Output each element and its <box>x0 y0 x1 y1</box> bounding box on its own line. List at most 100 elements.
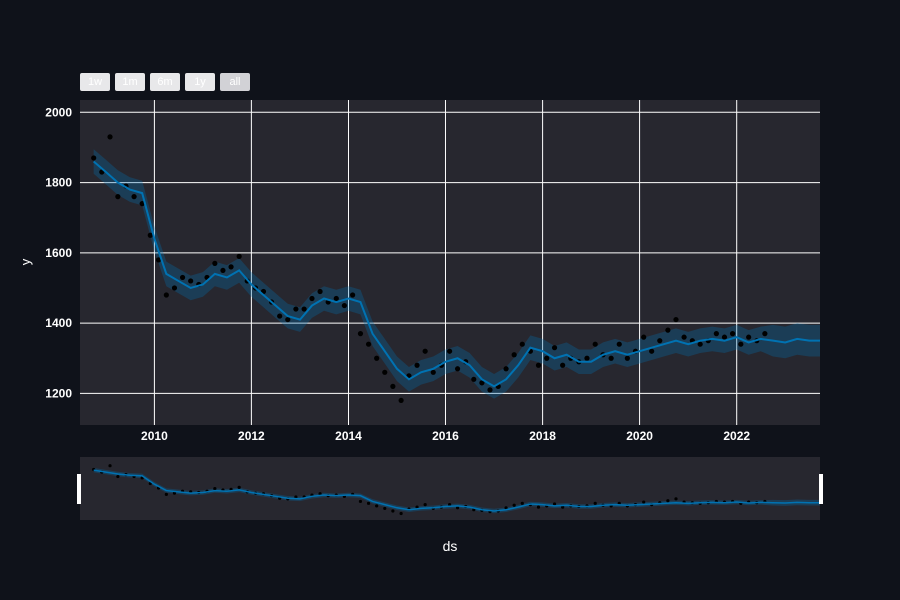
y-tick-labels: 1200 1400 1600 1800 2000 <box>45 105 72 400</box>
observed-point <box>301 306 307 312</box>
observed-point <box>398 397 404 404</box>
slider-point <box>237 485 241 489</box>
slider-point <box>504 506 508 510</box>
slider-point <box>593 501 597 505</box>
observed-point <box>390 383 396 389</box>
observed-point <box>341 302 347 309</box>
observed-point <box>139 201 145 207</box>
y-tick-label: 1800 <box>45 176 72 190</box>
range-button-1w[interactable]: 1w <box>80 73 110 91</box>
slider-point <box>561 505 565 509</box>
slider-point <box>399 511 403 516</box>
slider-point <box>536 505 541 509</box>
observed-point <box>365 341 372 347</box>
observed-point <box>382 369 388 375</box>
observed-point <box>155 257 162 263</box>
observed-point <box>673 316 679 323</box>
range-slider-handle-left[interactable] <box>77 474 81 504</box>
grid-lines <box>80 100 820 425</box>
observed-point <box>616 341 622 347</box>
observed-point <box>665 327 671 333</box>
slider-point <box>294 495 298 499</box>
observed-point <box>414 362 420 368</box>
slider-point <box>116 474 120 479</box>
range-button-1m[interactable]: 1m <box>115 73 145 91</box>
observed-points <box>91 134 768 404</box>
x-tick-label: 2014 <box>335 429 362 443</box>
observed-point <box>519 341 525 347</box>
range-slider[interactable] <box>80 457 820 520</box>
observed-point <box>317 288 323 295</box>
y-axis-title: y <box>18 258 33 265</box>
x-tick-labels: 2010 2012 2014 2016 2018 2020 2022 <box>141 429 750 443</box>
slider-point <box>108 464 112 468</box>
x-tick-label: 2016 <box>432 429 459 443</box>
observed-point <box>511 352 517 358</box>
observed-point <box>171 285 178 291</box>
observed-point <box>309 295 315 302</box>
x-tick-label: 2020 <box>626 429 653 443</box>
observed-point <box>762 331 768 337</box>
range-selector: 1w 1m 6m 1y all <box>80 73 250 91</box>
observed-point <box>479 380 485 386</box>
observed-point <box>220 267 226 274</box>
observed-point <box>350 292 356 298</box>
uncertainty-band-area <box>93 149 820 399</box>
observed-point <box>584 355 590 361</box>
slider-point <box>423 503 427 507</box>
range-slider-line <box>93 469 820 512</box>
observed-point <box>746 334 752 340</box>
observed-point <box>608 355 614 361</box>
slider-point <box>666 499 670 503</box>
range-button-1y[interactable]: 1y <box>185 73 215 91</box>
observed-point <box>551 345 558 351</box>
x-tick-label: 2022 <box>723 429 750 443</box>
slider-point <box>455 506 460 510</box>
observed-point <box>641 334 647 340</box>
slider-point <box>512 503 516 507</box>
range-slider-handle-right[interactable] <box>819 474 823 504</box>
slider-point <box>383 506 387 511</box>
slider-point <box>520 501 524 505</box>
observed-point <box>713 331 719 337</box>
observed-point <box>357 331 364 337</box>
slider-point <box>318 492 322 496</box>
range-button-6m[interactable]: 6m <box>150 73 180 91</box>
observed-point <box>107 134 113 140</box>
slider-point <box>366 501 371 505</box>
observed-point <box>560 362 566 368</box>
observed-point <box>228 264 234 270</box>
forecast-line <box>93 160 820 388</box>
observed-point <box>592 341 598 347</box>
slider-point <box>358 499 363 504</box>
observed-point <box>471 376 477 382</box>
observed-point <box>285 316 291 323</box>
observed-point <box>277 313 283 319</box>
x-tick-label: 2010 <box>141 429 168 443</box>
observed-point <box>374 355 380 361</box>
observed-point <box>293 306 299 312</box>
observed-point <box>503 366 509 372</box>
observed-point <box>188 278 194 284</box>
observed-point <box>236 253 242 259</box>
observed-point <box>721 334 728 340</box>
plot-area[interactable] <box>80 100 820 425</box>
observed-point <box>681 334 687 340</box>
y-tick-label: 1200 <box>45 386 72 400</box>
observed-point <box>333 295 339 302</box>
observed-point <box>422 348 428 354</box>
slider-point <box>164 492 168 496</box>
range-button-all[interactable]: all <box>220 73 250 91</box>
observed-point <box>115 194 121 200</box>
observed-point <box>454 366 461 372</box>
observed-point <box>430 369 436 375</box>
observed-point <box>447 348 453 354</box>
slider-point <box>642 500 646 504</box>
forecast-line-path <box>93 160 820 388</box>
slider-point <box>375 504 379 508</box>
slider-point <box>213 487 217 491</box>
slider-point <box>552 502 557 506</box>
observed-point <box>91 155 97 161</box>
slider-point <box>415 505 419 509</box>
